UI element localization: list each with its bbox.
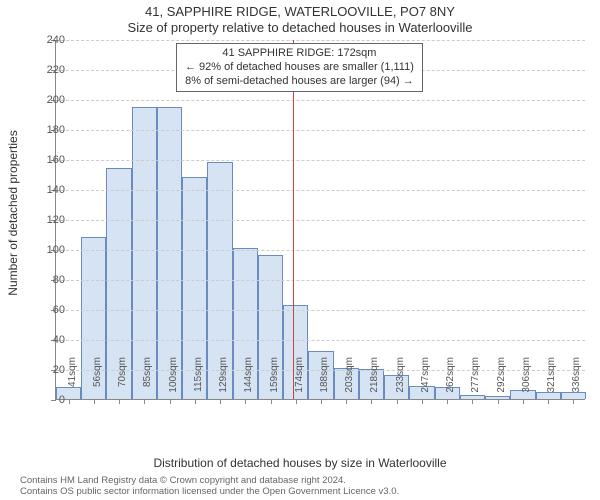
ytick-label: 60 — [25, 304, 65, 316]
chart-footer: Contains HM Land Registry data © Crown c… — [0, 476, 600, 498]
histogram-bar — [157, 107, 182, 400]
annotation-box: 41 SAPPHIRE RIDGE: 172sqm← 92% of detach… — [176, 43, 423, 92]
xtick-label: 41sqm — [67, 357, 78, 405]
ytick-label: 160 — [25, 154, 65, 166]
ytick-label: 40 — [25, 334, 65, 346]
xtick-label: 115sqm — [193, 357, 204, 405]
ytick-label: 80 — [25, 274, 65, 286]
xtick-label: 100sqm — [168, 357, 179, 405]
xtick-label: 85sqm — [142, 357, 153, 405]
xtick-label: 277sqm — [470, 357, 481, 405]
ytick-label: 200 — [25, 94, 65, 106]
xtick-label: 159sqm — [269, 357, 280, 405]
xtick-label: 233sqm — [395, 357, 406, 405]
gridline-h — [56, 310, 585, 311]
xtick-label: 336sqm — [571, 357, 582, 405]
xtick-label: 292sqm — [496, 357, 507, 405]
xtick-label: 188sqm — [319, 357, 330, 405]
gridline-h — [56, 220, 585, 221]
gridline-h — [56, 100, 585, 101]
gridline-h — [56, 250, 585, 251]
xtick-label: 70sqm — [117, 357, 128, 405]
gridline-h — [56, 40, 585, 41]
xtick-label: 56sqm — [92, 357, 103, 405]
gridline-h — [56, 160, 585, 161]
chart-title-line2: Size of property relative to detached ho… — [0, 20, 600, 35]
ytick-label: 120 — [25, 214, 65, 226]
xtick-label: 144sqm — [243, 357, 254, 405]
ytick-label: 100 — [25, 244, 65, 256]
gridline-h — [56, 130, 585, 131]
xtick-label: 129sqm — [218, 357, 229, 405]
histogram-bar — [132, 107, 157, 400]
chart-plot-area: 41sqm56sqm70sqm85sqm100sqm115sqm129sqm14… — [55, 40, 585, 400]
annotation-line2: ← 92% of detached houses are smaller (1,… — [185, 61, 414, 75]
ytick-label: 20 — [25, 364, 65, 376]
xtick-label: 174sqm — [294, 357, 305, 405]
xtick-label: 203sqm — [344, 357, 355, 405]
xtick-label: 247sqm — [420, 357, 431, 405]
xtick-label: 218sqm — [369, 357, 380, 405]
reference-line — [293, 40, 294, 399]
gridline-h — [56, 340, 585, 341]
gridline-h — [56, 190, 585, 191]
footer-line2: Contains OS public sector information li… — [20, 487, 600, 498]
ytick-label: 140 — [25, 184, 65, 196]
xtick-label: 262sqm — [445, 357, 456, 405]
xtick-label: 321sqm — [546, 357, 557, 405]
xtick-label: 306sqm — [521, 357, 532, 405]
chart-title-line1: 41, SAPPHIRE RIDGE, WATERLOOVILLE, PO7 8… — [0, 4, 600, 19]
gridline-h — [56, 280, 585, 281]
annotation-line1: 41 SAPPHIRE RIDGE: 172sqm — [185, 47, 414, 61]
ytick-label: 240 — [25, 34, 65, 46]
x-axis-label: Distribution of detached houses by size … — [0, 456, 600, 470]
ytick-label: 0 — [25, 394, 65, 406]
ytick-label: 220 — [25, 64, 65, 76]
ytick-label: 180 — [25, 124, 65, 136]
annotation-line3: 8% of semi-detached houses are larger (9… — [185, 75, 414, 89]
